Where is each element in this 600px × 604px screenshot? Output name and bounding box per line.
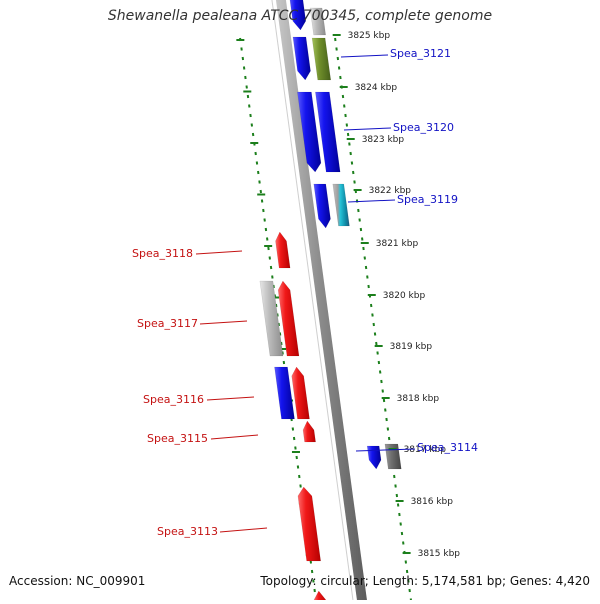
gene-spea-3114-blue[interactable] — [367, 446, 381, 469]
gene-label-leader — [196, 251, 242, 254]
scale-tick-label: 3821 kbp — [376, 239, 419, 249]
map-title: Shewanella pealeana ATCC 700345, complet… — [0, 8, 600, 24]
scale-tick-label: 3825 kbp — [348, 31, 391, 41]
gene-label-spea-3116[interactable]: Spea_3116 — [143, 393, 204, 406]
scale-tick-label: 3824 kbp — [355, 83, 398, 93]
gene-label-spea-3113[interactable]: Spea_3113 — [157, 525, 218, 538]
gene-label-spea-3121[interactable]: Spea_3121 — [390, 47, 451, 60]
accession-text: Accession: NC_009901 — [9, 574, 145, 588]
gene-label-leader — [200, 321, 247, 324]
gene-label-spea-3117[interactable]: Spea_3117 — [137, 317, 198, 330]
scale-tick-label: 3816 kbp — [411, 497, 454, 507]
gene-spea-3116[interactable] — [292, 367, 310, 419]
gene-spea-3119[interactable] — [333, 184, 350, 226]
gene-label-leader — [211, 435, 258, 439]
gene-spea-3116-blue[interactable] — [274, 367, 294, 419]
gene-label-leader — [348, 200, 395, 202]
gene-label-leader — [207, 397, 254, 400]
gene-bottom[interactable] — [314, 591, 327, 600]
gene-label-spea-3118[interactable]: Spea_3118 — [132, 247, 193, 260]
gene-label-leader — [220, 528, 267, 532]
scale-tick-label: 3818 kbp — [397, 394, 440, 404]
gene-spea-3121[interactable] — [312, 38, 331, 80]
gene-spea-3118[interactable] — [275, 232, 290, 268]
gene-label-spea-3115[interactable]: Spea_3115 — [147, 432, 208, 445]
gene-label-spea-3119[interactable]: Spea_3119 — [397, 193, 458, 206]
gene-spea-3113[interactable] — [298, 487, 321, 561]
gene-label-spea-3114[interactable]: Spea_3114 — [417, 441, 478, 454]
gene-label-leader — [341, 55, 388, 57]
gene-spea-3114[interactable] — [385, 444, 401, 469]
genome-summary-text: Topology: circular; Length: 5,174,581 bp… — [260, 574, 590, 588]
scale-tick-label: 3819 kbp — [390, 342, 433, 352]
gene-spea-3115[interactable] — [303, 421, 316, 442]
scale-tick-label: 3823 kbp — [362, 135, 405, 145]
gene-label-spea-3120[interactable]: Spea_3120 — [393, 121, 454, 134]
scale-tick-label: 3815 kbp — [418, 549, 461, 559]
scale-tick-label: 3820 kbp — [383, 291, 426, 301]
gene-label-leader — [344, 128, 391, 130]
gene-spea-3119-pair[interactable] — [314, 184, 331, 228]
